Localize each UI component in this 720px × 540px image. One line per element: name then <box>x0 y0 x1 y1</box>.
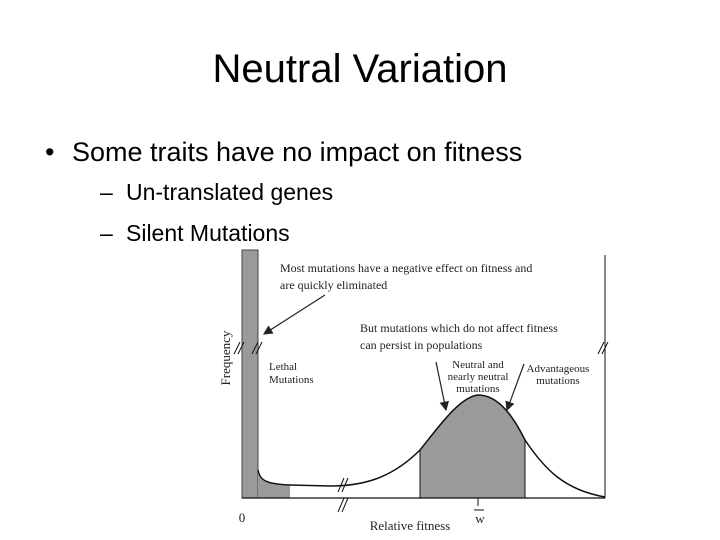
neutral-label: mutations <box>456 383 499 395</box>
note-neutral: But mutations which do not affect fitnes… <box>360 321 558 335</box>
note-neutral: can persist in populations <box>360 338 483 352</box>
sub-bullet-marker: – <box>100 220 113 246</box>
lethal-bar <box>241 249 259 499</box>
arrow <box>262 294 326 335</box>
mean-label: w <box>475 511 485 526</box>
lethal-label: Lethal <box>269 361 297 373</box>
lethal-label: Mutations <box>269 374 314 386</box>
sub-bullet: Un-translated genes <box>126 179 333 205</box>
arrow <box>435 361 449 412</box>
bullet-marker: • <box>45 137 54 167</box>
advantageous-label: Advantageous <box>527 363 590 375</box>
axis-break <box>337 477 349 513</box>
sub-bullet-marker: – <box>100 179 113 205</box>
figure: Frequency Relative fitness 0 w Most muta… <box>218 249 609 533</box>
x-axis-label: Relative fitness <box>370 518 451 533</box>
arrow <box>505 363 525 412</box>
neutral-label: nearly neutral <box>448 371 509 383</box>
distribution-curve <box>257 394 606 498</box>
bullet: Some traits have no impact on fitness <box>72 137 522 167</box>
sub-bullet: Silent Mutations <box>126 220 290 246</box>
y-axis-label: Frequency <box>218 330 233 385</box>
note-negative: are quickly eliminated <box>280 278 387 292</box>
origin-label: 0 <box>239 510 246 525</box>
neutral-area <box>420 395 525 498</box>
advantageous-label: mutations <box>536 375 579 387</box>
slide-title: Neutral Variation <box>213 47 508 91</box>
neutral-label: Neutral and <box>452 359 504 371</box>
note-negative: Most mutations have a negative effect on… <box>280 261 532 275</box>
axis-break <box>233 341 609 355</box>
